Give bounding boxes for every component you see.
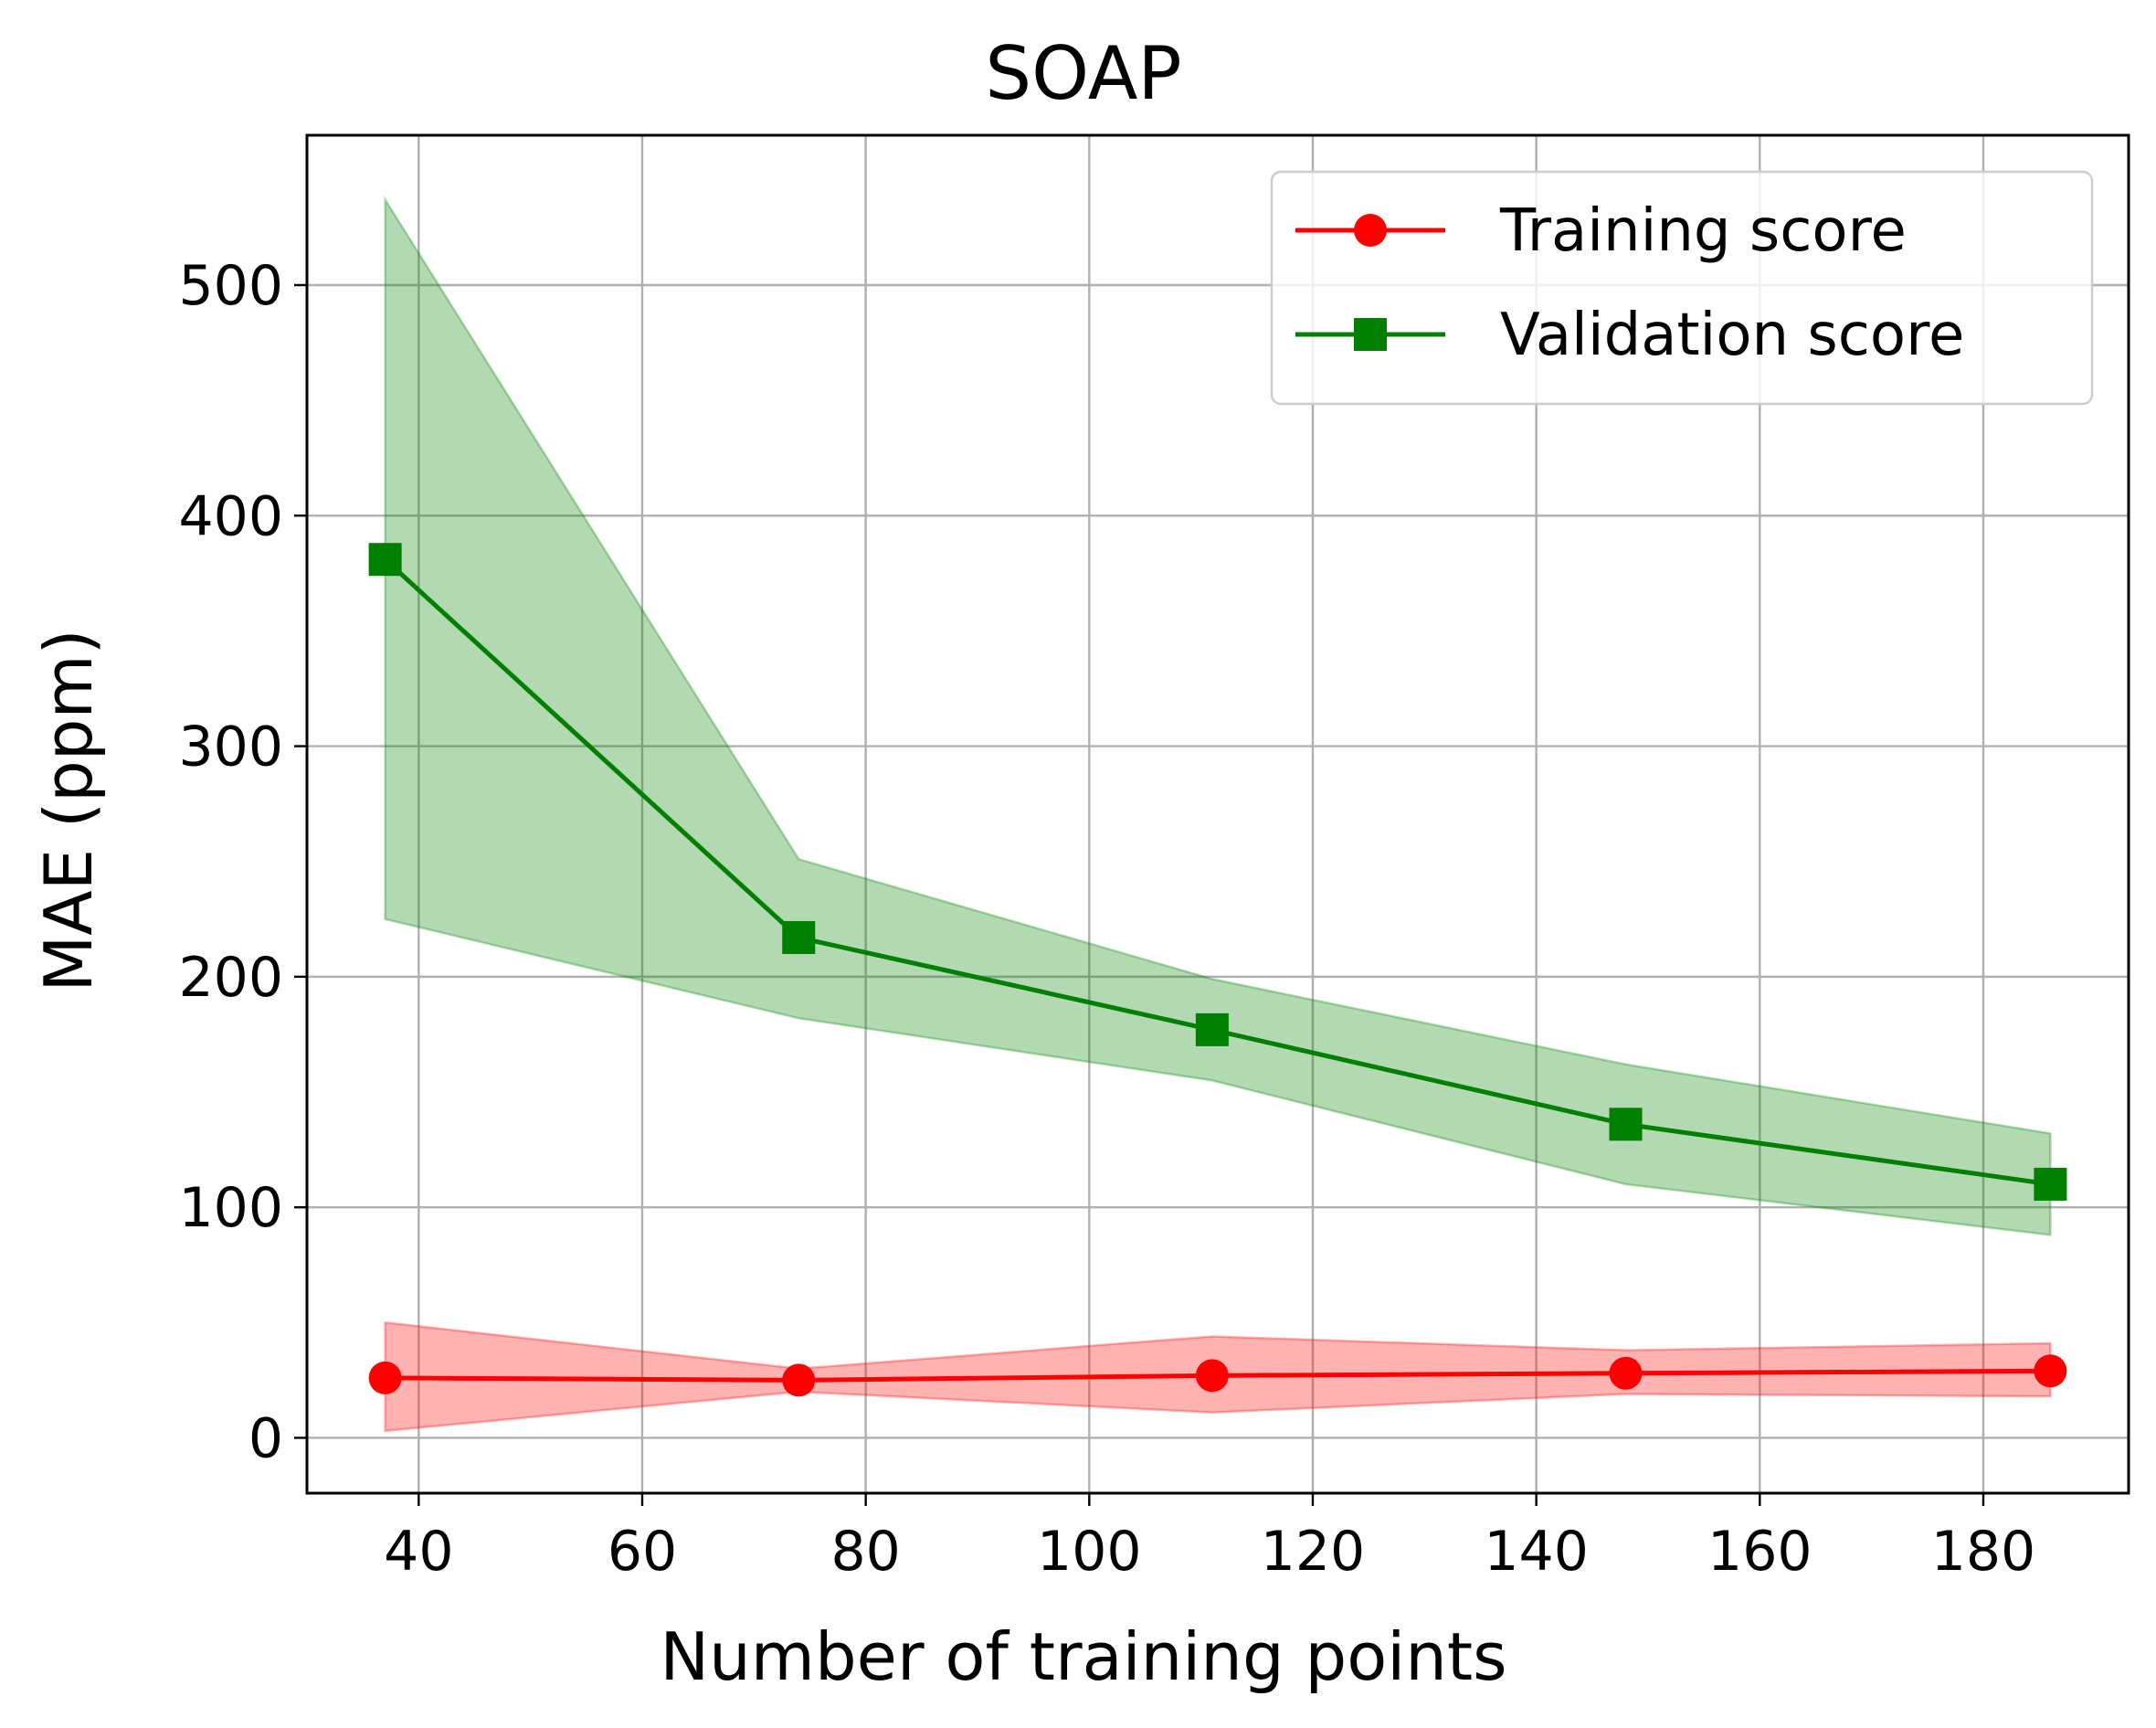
x-tick-label-7: 180	[1931, 1520, 2036, 1584]
band-series-1	[384, 196, 2052, 1236]
axis-ticks: 40 60 80 100 120 140 160 180 0 100 200 300 400 500	[178, 254, 2035, 1584]
point-series-1-1	[782, 920, 816, 954]
legend: Training score Validation score	[1270, 170, 2094, 406]
legend-marker-1	[1354, 318, 1387, 351]
point-series-1-0	[368, 543, 402, 577]
x-tick-label-3: 100	[1037, 1520, 1142, 1584]
y-tick-label-1: 100	[178, 1176, 283, 1240]
point-series-0-3	[1609, 1356, 1643, 1390]
point-series-1-4	[2034, 1167, 2067, 1201]
y-tick-label-5: 500	[178, 254, 283, 318]
point-series-0-4	[2034, 1354, 2067, 1388]
x-tick-label-2: 80	[830, 1520, 900, 1584]
legend-frame	[1270, 170, 2094, 406]
chart-title: SOAP	[985, 31, 1181, 116]
x-axis-label: Number of training points	[660, 1618, 1506, 1695]
y-axis-label: MAE (ppm)	[30, 629, 107, 991]
x-tick-label-1: 60	[608, 1520, 677, 1584]
x-tick-label-0: 40	[384, 1520, 453, 1584]
legend-label-0: Training score	[1499, 197, 1907, 265]
point-series-0-2	[1195, 1359, 1229, 1393]
point-series-0-1	[782, 1363, 816, 1397]
x-tick-label-5: 140	[1484, 1520, 1589, 1584]
point-series-1-2	[1195, 1012, 1229, 1046]
y-tick-label-0: 0	[248, 1406, 283, 1470]
point-series-1-3	[1609, 1108, 1643, 1141]
point-series-0-0	[368, 1361, 402, 1394]
series-markers	[368, 543, 2067, 1397]
y-tick-label-4: 400	[178, 484, 283, 548]
y-tick-label-2: 200	[178, 946, 283, 1010]
x-tick-label-6: 160	[1707, 1520, 1813, 1584]
legend-label-1: Validation score	[1500, 302, 1964, 369]
y-tick-label-3: 300	[178, 716, 283, 779]
x-tick-label-4: 120	[1261, 1520, 1366, 1584]
plot-frame	[305, 133, 2130, 1495]
legend-marker-0	[1354, 214, 1387, 247]
